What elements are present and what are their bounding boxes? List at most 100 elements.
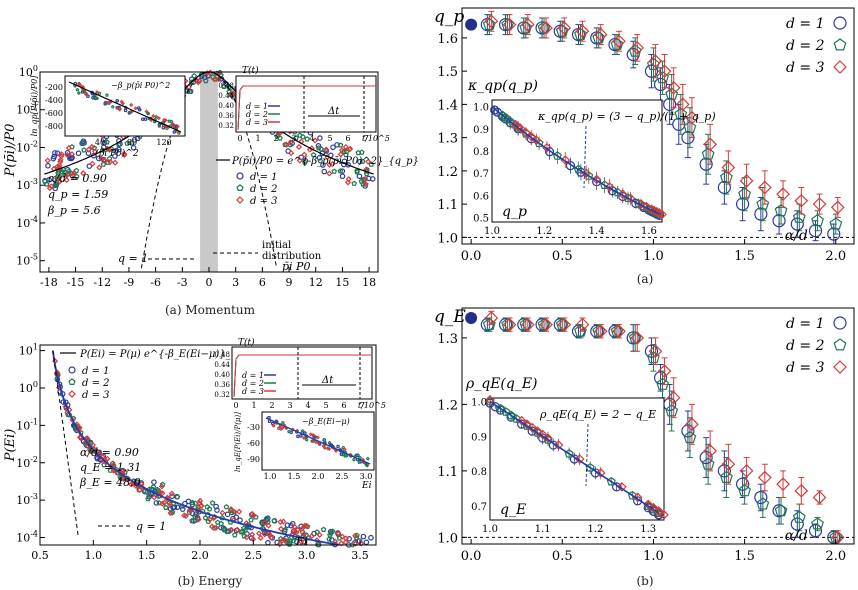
momentum-point-d3 bbox=[68, 151, 76, 158]
inset-point bbox=[574, 454, 585, 464]
inset-bottom-point bbox=[316, 441, 321, 446]
data-point-d2 bbox=[574, 27, 587, 41]
inset-right-x-tick: 5 bbox=[327, 134, 332, 143]
data-point-d1 bbox=[808, 224, 823, 238]
inset-left-point bbox=[97, 91, 102, 95]
inset-left-point bbox=[167, 119, 172, 123]
inset-bottom-point bbox=[327, 446, 332, 452]
caption-momentum: (a) Momentum bbox=[165, 303, 255, 317]
data-point-d2 bbox=[774, 504, 788, 517]
inset-x-tick: 1.3 bbox=[640, 524, 656, 535]
momentum-point-d3 bbox=[301, 151, 308, 158]
energy-point-d3 bbox=[297, 538, 305, 545]
inset-right-x-label: t/10^5 bbox=[362, 134, 390, 143]
inset-y-tick: 0.7 bbox=[471, 502, 487, 513]
energy-point-d3 bbox=[230, 508, 237, 516]
inset-bottom-y-tick: -30 bbox=[247, 423, 260, 432]
energy-point-d2 bbox=[145, 496, 151, 502]
momentum-point-d1 bbox=[50, 155, 57, 162]
momentum-point-d2 bbox=[359, 158, 366, 164]
legend-marker bbox=[833, 360, 847, 374]
momentum-point-d1 bbox=[334, 142, 340, 148]
inset-top-title: T(t) bbox=[238, 337, 255, 348]
inset-bottom-y-label: ln_qE[P(Ei)/P(μ)] bbox=[234, 412, 242, 472]
y-tick-label: 1.1 bbox=[437, 465, 458, 480]
inset-bottom-point bbox=[341, 445, 346, 450]
energy-point-d2 bbox=[224, 528, 230, 535]
inset-y-label: ρ_qE(q_E) bbox=[465, 376, 538, 392]
data-point-d2 bbox=[683, 430, 697, 444]
inset-top-y-tick: 0.40 bbox=[214, 371, 230, 379]
y-tick-label-group: 10-4 bbox=[16, 530, 38, 545]
energy-point-d3 bbox=[352, 532, 359, 539]
data-point-d2 bbox=[792, 510, 806, 523]
energy-point-d2 bbox=[206, 506, 213, 512]
x-tick-label: 12 bbox=[309, 276, 323, 289]
energy-point-d1 bbox=[269, 535, 276, 541]
energy-point-d3 bbox=[279, 537, 286, 544]
data-point-d1 bbox=[772, 504, 786, 518]
inset-bottom-point bbox=[333, 448, 339, 453]
momentum-point-d3 bbox=[312, 137, 319, 144]
inset-left-x-label: (p̄i P0)^2 bbox=[95, 148, 139, 159]
energy-point-d3 bbox=[338, 540, 345, 547]
inset-point bbox=[636, 199, 646, 209]
data-point-d1 bbox=[608, 324, 622, 338]
momentum-point-d2 bbox=[69, 143, 75, 150]
inset-right-y-tick: 0.48 bbox=[218, 82, 234, 90]
inset-top-y-tick: 0.44 bbox=[214, 361, 230, 369]
x-tick-label: -9 bbox=[124, 276, 135, 289]
inset-left-point bbox=[117, 107, 122, 112]
y-tick-label-group: 10-3 bbox=[16, 492, 38, 507]
y-tick-label: 10-4 bbox=[16, 215, 38, 230]
inset-top-legend-label: d = 2 bbox=[242, 379, 264, 388]
energy-point-d2 bbox=[329, 528, 336, 534]
momentum-point-d1 bbox=[75, 150, 82, 157]
y-tick-label: 1.1 bbox=[437, 198, 458, 213]
energy-point-d3 bbox=[120, 475, 127, 482]
tick-exponent: 1 bbox=[33, 343, 38, 352]
data-point-d2 bbox=[665, 87, 679, 100]
y-tick-label: 101 bbox=[19, 343, 38, 358]
legend-label: d = 1 bbox=[250, 172, 278, 183]
legend-marker bbox=[833, 338, 847, 351]
energy-point-d3 bbox=[76, 424, 83, 431]
x-tick-label: 2.5 bbox=[245, 549, 263, 562]
data-point-d3 bbox=[776, 477, 790, 492]
y-tick-label: 10-4 bbox=[16, 530, 38, 545]
data-point-d1 bbox=[699, 450, 713, 465]
energy-point-d2 bbox=[154, 486, 161, 492]
momentum-point-d3 bbox=[56, 178, 63, 185]
y-tick-label: 10-2 bbox=[16, 455, 38, 470]
energy-point-d2 bbox=[314, 529, 320, 535]
inset-bottom-fit bbox=[265, 417, 371, 465]
data-point-d2 bbox=[646, 57, 660, 71]
energy-point-d2 bbox=[326, 536, 332, 542]
energy-point-d2 bbox=[89, 446, 95, 452]
data-point-d2 bbox=[610, 37, 624, 51]
data-point-d3 bbox=[520, 17, 535, 32]
momentum-point-d2 bbox=[52, 182, 58, 189]
momentum-point-d3 bbox=[326, 170, 333, 177]
data-point-d1 bbox=[498, 18, 513, 32]
energy-point-d3 bbox=[219, 509, 226, 516]
energy-point-d2 bbox=[223, 503, 230, 510]
inset-y-tick: 1.0 bbox=[473, 103, 489, 114]
data-point-d3 bbox=[502, 17, 517, 32]
inset-y-tick: 0.8 bbox=[473, 147, 489, 158]
inset-left-point bbox=[157, 122, 162, 127]
inset-left-point bbox=[144, 109, 149, 114]
momentum-point-d3 bbox=[57, 156, 64, 163]
y-tick-label: 10-3 bbox=[16, 492, 38, 507]
tick-exponent: 0 bbox=[33, 380, 38, 389]
x-tick-label: 1.5 bbox=[734, 249, 755, 264]
energy-point-d2 bbox=[252, 514, 259, 520]
energy-point-d3 bbox=[261, 519, 268, 526]
y-tick-label-group: 100 bbox=[19, 380, 38, 395]
inset-bottom-point bbox=[299, 434, 303, 438]
inset-left-x-tick: 40 bbox=[95, 138, 105, 147]
data-point-d2 bbox=[519, 21, 533, 34]
inset-bottom-point bbox=[296, 434, 300, 439]
inset-left-point bbox=[161, 120, 166, 124]
inset-left-y-tick: -800 bbox=[45, 122, 63, 131]
